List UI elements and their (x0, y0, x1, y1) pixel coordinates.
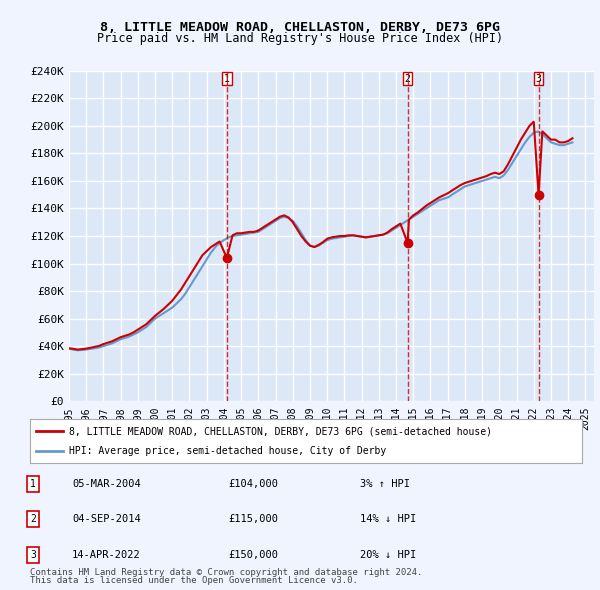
Text: HPI: Average price, semi-detached house, City of Derby: HPI: Average price, semi-detached house,… (68, 446, 386, 455)
Text: 8, LITTLE MEADOW ROAD, CHELLASTON, DERBY, DE73 6PG: 8, LITTLE MEADOW ROAD, CHELLASTON, DERBY… (100, 21, 500, 34)
Text: 04-SEP-2014: 04-SEP-2014 (72, 514, 141, 524)
Text: Contains HM Land Registry data © Crown copyright and database right 2024.: Contains HM Land Registry data © Crown c… (30, 568, 422, 577)
Text: 05-MAR-2004: 05-MAR-2004 (72, 479, 141, 489)
Text: 2: 2 (404, 74, 410, 84)
Text: £150,000: £150,000 (228, 550, 278, 559)
Text: Price paid vs. HM Land Registry's House Price Index (HPI): Price paid vs. HM Land Registry's House … (97, 32, 503, 45)
Text: 14% ↓ HPI: 14% ↓ HPI (360, 514, 416, 524)
Text: 1: 1 (224, 74, 230, 84)
Text: 3: 3 (30, 550, 36, 559)
Text: 20% ↓ HPI: 20% ↓ HPI (360, 550, 416, 559)
Text: 8, LITTLE MEADOW ROAD, CHELLASTON, DERBY, DE73 6PG (semi-detached house): 8, LITTLE MEADOW ROAD, CHELLASTON, DERBY… (68, 427, 491, 436)
Text: 14-APR-2022: 14-APR-2022 (72, 550, 141, 559)
Text: £104,000: £104,000 (228, 479, 278, 489)
Text: 1: 1 (30, 479, 36, 489)
Text: 3: 3 (536, 74, 542, 84)
Text: This data is licensed under the Open Government Licence v3.0.: This data is licensed under the Open Gov… (30, 576, 358, 585)
Text: 3% ↑ HPI: 3% ↑ HPI (360, 479, 410, 489)
Text: 2: 2 (30, 514, 36, 524)
Text: £115,000: £115,000 (228, 514, 278, 524)
